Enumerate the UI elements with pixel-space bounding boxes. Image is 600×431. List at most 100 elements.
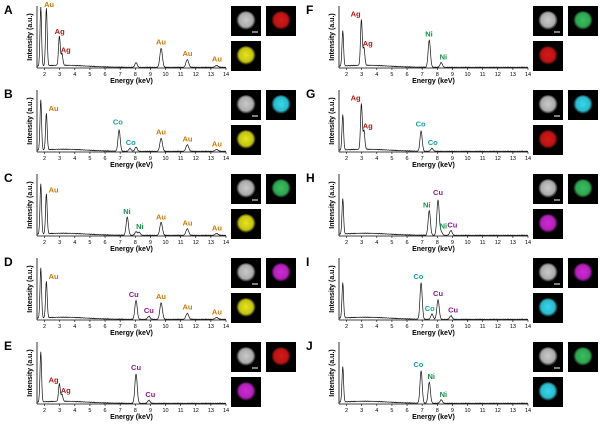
x-tick-label: 6 <box>104 408 107 414</box>
x-axis-title: Energy (keV) <box>412 78 455 85</box>
element-map-ni <box>573 179 593 199</box>
x-axis-title: Energy (keV) <box>412 246 455 253</box>
peak-label-au: Au <box>212 139 222 148</box>
x-tick-label: 5 <box>88 408 91 414</box>
peak-label-ag: Ag <box>61 386 71 395</box>
x-tick-label: 13 <box>208 408 214 414</box>
x-tick-label: 4 <box>73 156 76 162</box>
x-tick-label: 7 <box>119 240 122 246</box>
peak-label-au: Au <box>182 219 192 228</box>
peak-label-au: Au <box>156 38 166 47</box>
x-tick-label: 6 <box>104 156 107 162</box>
element-map-au <box>236 214 256 234</box>
x-tick-label: 4 <box>375 240 378 246</box>
x-tick-label: 12 <box>495 72 501 78</box>
element-map-grey <box>538 11 558 31</box>
element-map-cu <box>538 214 558 234</box>
x-tick-label: 5 <box>390 156 393 162</box>
x-tick-label: 3 <box>58 240 61 246</box>
peak-label-co: Co <box>425 304 435 313</box>
peak-label-au: Au <box>182 303 192 312</box>
x-axis-title: Energy (keV) <box>412 330 455 337</box>
x-tick-label: 10 <box>162 240 168 246</box>
element-map-grey <box>538 95 558 115</box>
peak-label-co: Co <box>113 117 123 126</box>
y-axis-title: Intensity (a.u.) <box>329 349 336 396</box>
peak-label-co: Co <box>413 360 423 369</box>
x-tick-label: 2 <box>345 324 348 330</box>
x-tick-label: 9 <box>451 324 454 330</box>
x-tick-label: 14 <box>223 72 229 78</box>
spectrum-line <box>338 198 529 237</box>
peak-label-au: Au <box>212 55 222 64</box>
panel-g: G 2 3 4 5 6 7 8 9 10 11 12 13 14 Energy (keV) Intensity… <box>306 87 598 169</box>
panel-label: C <box>4 171 13 185</box>
spectrum-line <box>36 6 227 69</box>
x-tick-label: 12 <box>193 156 199 162</box>
x-axis-title: Energy (keV) <box>110 246 153 253</box>
y-axis-title: Intensity (a.u.) <box>329 13 336 60</box>
y-axis-title: Intensity (a.u.) <box>27 181 34 228</box>
x-tick-label: 13 <box>510 324 516 330</box>
x-tick-label: 9 <box>149 156 152 162</box>
x-tick-label: 5 <box>390 72 393 78</box>
x-tick-label: 14 <box>223 156 229 162</box>
panel-label: B <box>4 87 13 101</box>
x-tick-label: 12 <box>193 324 199 330</box>
panel-a: A 2 3 4 5 6 7 8 9 10 11 12 13 14 Energy (keV) Intensity… <box>4 0 296 85</box>
peak-label-ag: Ag <box>61 45 71 54</box>
peak-label-ni: Ni <box>440 52 448 61</box>
x-tick-label: 11 <box>480 156 486 162</box>
x-tick-label: 12 <box>495 240 501 246</box>
x-tick-label: 8 <box>134 408 137 414</box>
spectrum-line <box>36 99 227 153</box>
element-map-co <box>538 298 558 318</box>
x-tick-label: 10 <box>162 72 168 78</box>
x-tick-label: 14 <box>525 324 531 330</box>
x-tick-label: 5 <box>88 324 91 330</box>
peak-label-au: Au <box>49 104 59 113</box>
spectrum-line <box>338 282 529 321</box>
x-tick-label: 8 <box>436 72 439 78</box>
x-tick-label: 14 <box>525 240 531 246</box>
x-tick-label: 11 <box>178 240 184 246</box>
x-tick-label: 2 <box>345 72 348 78</box>
x-tick-label: 9 <box>149 72 152 78</box>
x-tick-label: 2 <box>43 240 46 246</box>
panel-e: E 2 3 4 5 6 7 8 9 10 11 12 13 14 Energy (keV) Intensity… <box>4 339 296 421</box>
element-map-co <box>271 95 291 115</box>
x-tick-label: 3 <box>58 324 61 330</box>
x-tick-label: 14 <box>223 324 229 330</box>
x-tick-label: 8 <box>134 72 137 78</box>
x-tick-label: 4 <box>375 324 378 330</box>
x-tick-label: 12 <box>495 156 501 162</box>
x-tick-label: 14 <box>525 156 531 162</box>
peak-label-au: Au <box>182 135 192 144</box>
peak-label-cu: Cu <box>131 363 141 372</box>
x-tick-label: 2 <box>345 240 348 246</box>
x-tick-label: 6 <box>406 72 409 78</box>
y-axis-title: Intensity (a.u.) <box>27 97 34 144</box>
x-tick-label: 6 <box>406 408 409 414</box>
x-tick-label: 12 <box>193 408 199 414</box>
element-map-au <box>236 130 256 150</box>
x-tick-label: 10 <box>464 72 470 78</box>
x-tick-label: 7 <box>421 156 424 162</box>
x-tick-label: 4 <box>73 240 76 246</box>
x-tick-label: 14 <box>525 408 531 414</box>
peak-label-ni: Ni <box>423 200 431 209</box>
x-tick-label: 6 <box>406 156 409 162</box>
peak-label-au: Au <box>156 292 166 301</box>
x-tick-label: 3 <box>360 408 363 414</box>
x-axis-title: Energy (keV) <box>110 414 153 421</box>
panel-h: H 2 3 4 5 6 7 8 9 10 11 12 13 14 Energy (keV) Intensity… <box>306 171 598 253</box>
x-tick-label: 11 <box>480 324 486 330</box>
x-tick-label: 11 <box>480 240 486 246</box>
peak-label-cu: Cu <box>448 306 458 315</box>
x-axis-title: Energy (keV) <box>412 162 455 169</box>
x-tick-label: 10 <box>162 324 168 330</box>
x-tick-label: 11 <box>178 324 184 330</box>
peak-label-ag: Ag <box>351 9 361 18</box>
peak-label-au: Au <box>212 223 222 232</box>
spectrum-line <box>36 351 227 405</box>
